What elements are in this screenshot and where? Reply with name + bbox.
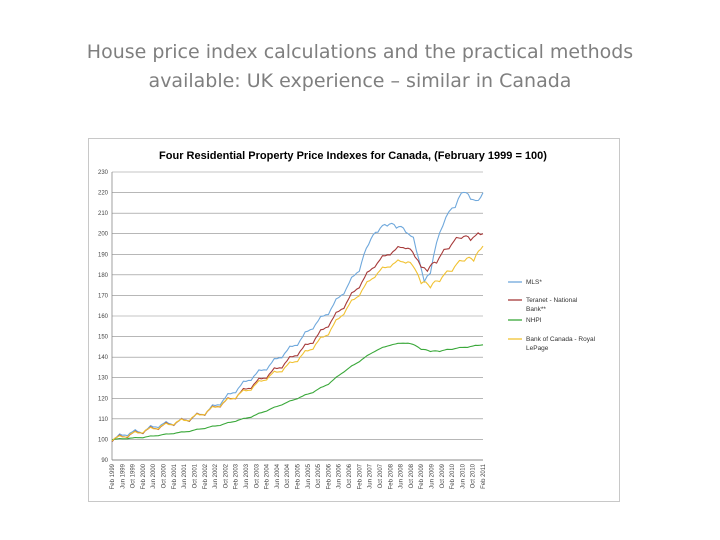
y-tick-label: 220 [98,191,109,197]
grid-layer: 90 100 110 120 130 140 150 160 170 180 190 200 210 22… [98,170,483,464]
legend-label: MLS* [526,279,542,286]
x-tick-label: Oct 2010 [471,463,477,488]
y-tick-label: 110 [98,417,108,423]
y-tick-label: 150 [98,335,109,341]
y-tick-label: 230 [98,170,109,176]
x-tick-label: Feb 2000 [141,463,147,489]
series-line-2 [111,232,484,443]
chart-frame [88,138,620,502]
x-tick-label: Feb 2010 [450,463,456,489]
x-tick-label: Feb 2003 [234,463,240,489]
x-tick-label: Oct 1999 [131,463,137,488]
legend-label: NHPI [526,317,542,324]
legend-label: Bank** [526,306,546,313]
x-tick-label: Jun 1999 [120,463,126,488]
x-tick-label: Oct 2009 [440,463,446,488]
x-tick-label: Oct 2002 [223,463,229,488]
y-tick-label: 130 [98,376,109,382]
x-tick-label: Feb 2005 [296,463,302,489]
x-tick-label: Jun 2009 [429,463,435,488]
x-tick-label: Feb 2001 [172,463,178,489]
y-tick-label: 100 [98,437,109,443]
legend-label: Teranet - National [526,297,578,304]
x-tick-label: Jun 2003 [244,463,250,488]
x-tick-label: Feb 2009 [419,463,425,489]
y-tick-label: 90 [101,458,108,464]
x-tick-label: Jun 2001 [182,463,188,488]
y-tick-label: 160 [98,314,109,320]
x-tick-label: Oct 2000 [162,463,168,488]
x-tick-label: Oct 2001 [192,463,198,488]
x-tick-label: Jun 2008 [399,463,405,488]
y-tick-label: 170 [98,293,109,299]
x-tick-label: Feb 2008 [388,463,394,489]
legend-label: LePage [526,345,549,352]
y-tick-label: 180 [98,273,109,279]
legend-label: Bank of Canada - Royal [526,336,596,343]
x-tick-label: Jun 2002 [213,463,219,488]
x-tick-label: Jun 2007 [368,463,374,488]
y-tick-label: 190 [98,252,109,258]
chart-title: Four Residential Property Price Indexes … [159,150,547,162]
slide-title: House price index calculations and the p… [40,38,680,96]
x-tick-label: Oct 2006 [347,463,353,488]
x-tick-layer: Feb 1999 Jun 1999 Oct 1999 Feb 2000 Jun 2000… [110,463,487,489]
x-tick-label: Feb 2004 [265,463,271,489]
x-tick-label: Oct 2007 [378,463,384,488]
x-tick-label: Jun 2005 [306,463,312,488]
x-tick-label: Feb 2011 [481,463,487,489]
series-line-1 [111,191,484,443]
x-tick-label: Jun 2006 [337,463,343,488]
x-tick-label: Feb 2006 [326,463,332,489]
slide-title-line-2: available: UK experience – similar in Ca… [148,70,572,92]
x-tick-label: Jun 2010 [460,463,466,488]
x-tick-label: Oct 2004 [285,463,291,488]
x-tick-label: Oct 2003 [254,463,260,488]
x-tick-label: Oct 2005 [316,463,322,488]
slide-title-line-1: House price index calculations and the p… [86,41,634,63]
legend: MLS* Teranet - National Bank** NHPI Bank of … [508,279,596,352]
y-tick-label: 120 [98,396,109,402]
series-line-3 [111,342,484,441]
y-tick-label: 200 [98,232,109,238]
y-tick-label: 210 [98,211,109,217]
y-tick-label: 140 [98,355,109,361]
x-tick-label: Jun 2004 [275,463,281,488]
x-tick-label: Feb 1999 [110,463,116,489]
x-tick-label: Oct 2008 [409,463,415,488]
x-tick-label: Jun 2000 [151,463,157,488]
series-line-4 [111,245,484,442]
series-layer [111,191,484,443]
x-tick-label: Feb 2007 [357,463,363,489]
x-tick-label: Feb 2002 [203,463,209,489]
